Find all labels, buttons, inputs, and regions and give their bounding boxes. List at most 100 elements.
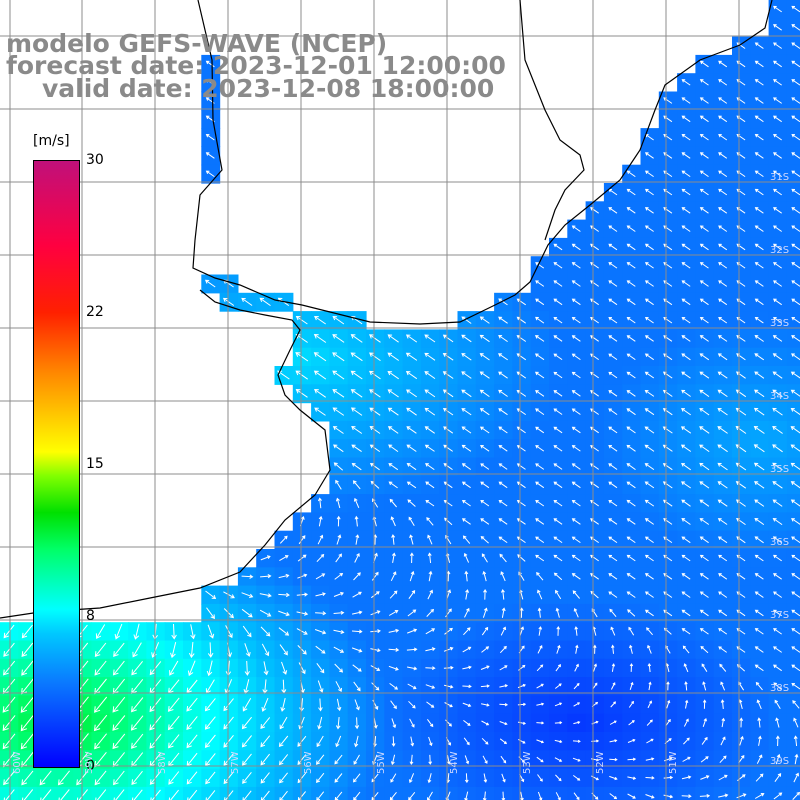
wind-arrow [753, 444, 765, 453]
wind-arrow [626, 371, 636, 379]
wind-arrow [352, 480, 361, 490]
wind-arrow [626, 390, 636, 397]
wind-arrow [554, 757, 563, 762]
wind-cell [347, 786, 367, 800]
wind-arrow [700, 756, 709, 763]
wind-arrow [754, 243, 764, 251]
wind-cell [256, 786, 276, 800]
wind-arrow [498, 426, 508, 434]
wind-arrow [373, 717, 378, 729]
wind-arrow [387, 426, 399, 434]
wind-arrow [388, 647, 400, 652]
wind-cell [750, 786, 770, 800]
wind-arrow [350, 407, 363, 416]
wind-arrow [498, 353, 508, 361]
wind-arrow [3, 789, 15, 800]
wind-cell [786, 677, 800, 696]
wind-arrow [573, 702, 581, 707]
wind-arrow [718, 591, 728, 598]
wind-arrow [498, 389, 508, 397]
wind-arrow [626, 554, 636, 562]
wind-arrow [681, 462, 691, 471]
wind-arrow [260, 772, 270, 784]
wind-arrow [718, 152, 728, 159]
wind-arrow [553, 518, 563, 525]
wind-arrow [370, 480, 380, 489]
wind-arrow [537, 791, 543, 800]
wind-arrow [498, 371, 508, 379]
wind-arrow [353, 791, 361, 800]
wind-arrow [681, 775, 692, 780]
wind-arrow [680, 444, 692, 452]
wind-cell [786, 183, 800, 202]
wind-arrow [278, 735, 289, 748]
wind-cell [786, 109, 800, 129]
wind-arrow [461, 481, 471, 489]
wind-arrow [112, 660, 125, 676]
wind-arrow [391, 718, 397, 729]
latitude-label: 38S [770, 683, 790, 694]
wind-arrow [315, 611, 327, 616]
wind-arrow [241, 608, 253, 618]
wind-arrow [336, 515, 341, 527]
wind-arrow [112, 715, 126, 731]
wind-arrow [644, 518, 654, 525]
wind-arrow [791, 682, 800, 690]
wind-arrow [681, 573, 691, 580]
wind-arrow [332, 370, 345, 380]
wind-arrow [718, 97, 728, 104]
wind-arrow [681, 794, 692, 799]
wind-cell [786, 311, 800, 330]
wind-arrow [629, 681, 634, 690]
wind-arrow [516, 408, 526, 416]
wind-arrow [405, 334, 418, 343]
wind-arrow [167, 697, 180, 712]
wind-arrow [754, 609, 764, 617]
wind-arrow [571, 536, 581, 544]
wind-arrow [772, 389, 783, 398]
wind-cell [786, 457, 800, 477]
wind-arrow [718, 243, 728, 251]
wind-cell [786, 640, 800, 660]
wind-arrow [626, 207, 636, 214]
wind-arrow [717, 426, 728, 434]
latitude-label: 33S [770, 318, 790, 329]
wind-arrow [772, 407, 783, 416]
wind-arrow [681, 609, 691, 617]
wind-arrow [536, 664, 544, 672]
wind-arrow [409, 718, 415, 728]
wind-cell [786, 256, 800, 276]
wind-arrow [149, 770, 162, 785]
wind-arrow [791, 591, 800, 598]
wind-arrow [717, 407, 728, 416]
wind-arrow [371, 571, 379, 581]
wind-arrow [756, 699, 762, 710]
wind-arrow [626, 536, 636, 544]
wind-arrow [609, 775, 618, 781]
wind-arrow [296, 628, 308, 635]
wind-arrow [608, 536, 618, 544]
wind-arrow [426, 701, 435, 708]
wind-arrow [717, 481, 728, 489]
wind-arrow [717, 462, 728, 471]
wind-arrow [627, 776, 637, 780]
wind-arrow [297, 754, 307, 766]
wind-arrow [499, 665, 508, 671]
model-title: modelo GEFS-WAVE (NCEP) [6, 29, 388, 58]
wind-arrow [626, 499, 636, 507]
wind-arrow [406, 407, 417, 416]
wind-arrow [369, 444, 381, 453]
wind-cell [164, 786, 184, 800]
wind-arrow [498, 298, 508, 306]
wind-cell [183, 786, 202, 800]
wind-arrow [790, 426, 800, 434]
wind-arrow [553, 353, 563, 361]
wind-arrow [498, 444, 508, 452]
wind-arrow [263, 661, 269, 676]
wind-arrow [721, 717, 726, 728]
wind-arrow [609, 757, 618, 762]
wind-arrow [482, 607, 488, 618]
wind-arrow [132, 642, 142, 658]
wind-arrow [646, 738, 654, 744]
wind-arrow [717, 371, 728, 379]
